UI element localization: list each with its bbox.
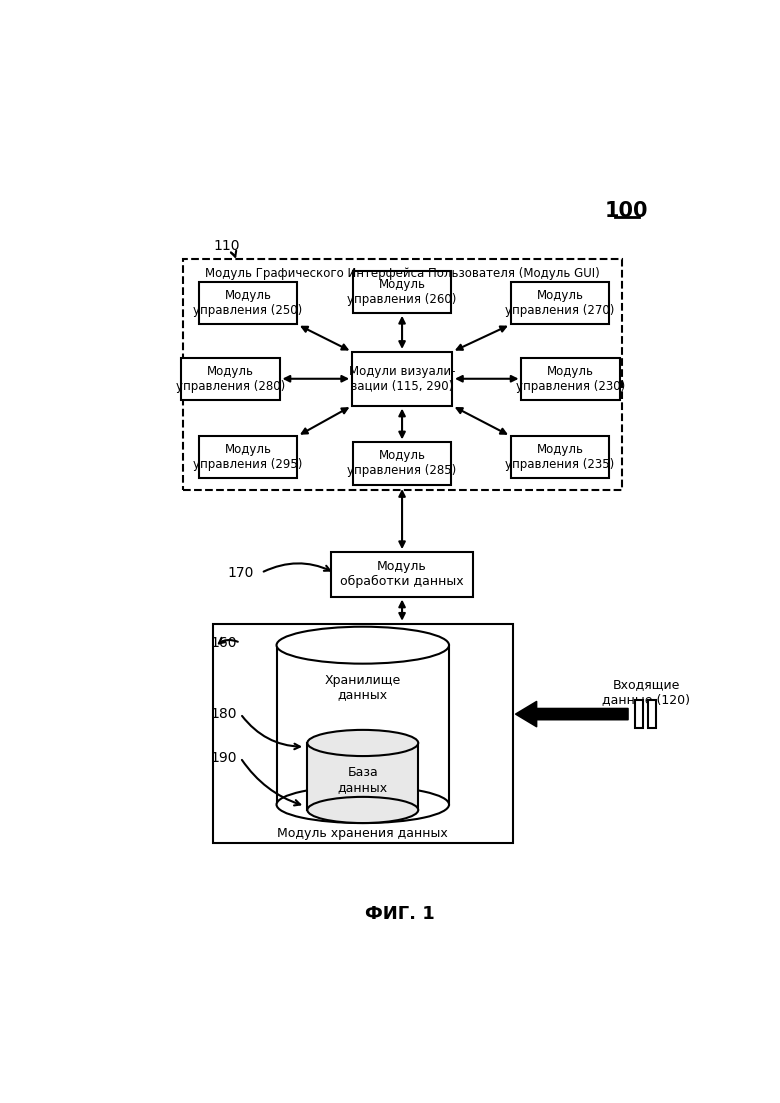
Text: Модули визуали-
зации (115, 290): Модули визуали- зации (115, 290) xyxy=(349,365,456,393)
Ellipse shape xyxy=(307,730,418,756)
Ellipse shape xyxy=(277,627,449,664)
Text: Модуль
управления (260): Модуль управления (260) xyxy=(347,278,457,306)
Bar xyxy=(199,282,297,324)
Bar xyxy=(331,552,473,597)
Text: Модуль
управления (285): Модуль управления (285) xyxy=(347,449,456,478)
Bar xyxy=(213,623,513,843)
Text: 110: 110 xyxy=(214,238,240,253)
Text: Модуль
управления (230): Модуль управления (230) xyxy=(516,365,626,393)
Text: 100: 100 xyxy=(605,201,649,221)
Text: 160: 160 xyxy=(210,635,236,650)
Bar xyxy=(352,352,452,406)
Ellipse shape xyxy=(277,786,449,823)
Text: Модуль
управления (270): Модуль управления (270) xyxy=(505,289,615,318)
Bar xyxy=(353,442,452,484)
Text: Модуль хранения данных: Модуль хранения данных xyxy=(278,827,448,840)
Text: ФИГ. 1: ФИГ. 1 xyxy=(365,904,434,923)
Bar xyxy=(353,270,452,313)
Bar xyxy=(181,357,279,400)
Bar xyxy=(635,700,643,728)
Bar xyxy=(199,436,297,479)
Text: База
данных: База данных xyxy=(338,767,388,794)
Bar xyxy=(647,700,656,728)
Bar xyxy=(277,645,449,804)
Bar xyxy=(511,436,609,479)
Text: 170: 170 xyxy=(227,566,254,580)
Text: Модуль
управления (295): Модуль управления (295) xyxy=(193,443,303,471)
Text: Модуль
обработки данных: Модуль обработки данных xyxy=(340,560,464,588)
Bar xyxy=(521,357,620,400)
Ellipse shape xyxy=(307,796,418,823)
Text: 190: 190 xyxy=(210,751,236,764)
Bar xyxy=(307,743,418,810)
Bar xyxy=(183,259,622,491)
Text: Модуль Графического Интерфейса Пользователя (Модуль GUI): Модуль Графического Интерфейса Пользоват… xyxy=(204,267,600,280)
Text: 180: 180 xyxy=(210,707,236,720)
Bar xyxy=(511,282,609,324)
Text: Входящие
данные (120): Входящие данные (120) xyxy=(602,678,690,707)
Text: Модуль
управления (250): Модуль управления (250) xyxy=(193,289,303,318)
Text: Модуль
управления (235): Модуль управления (235) xyxy=(505,443,615,471)
Text: Модуль
управления (280): Модуль управления (280) xyxy=(176,365,285,393)
Text: Хранилище
данных: Хранилище данных xyxy=(324,674,401,702)
